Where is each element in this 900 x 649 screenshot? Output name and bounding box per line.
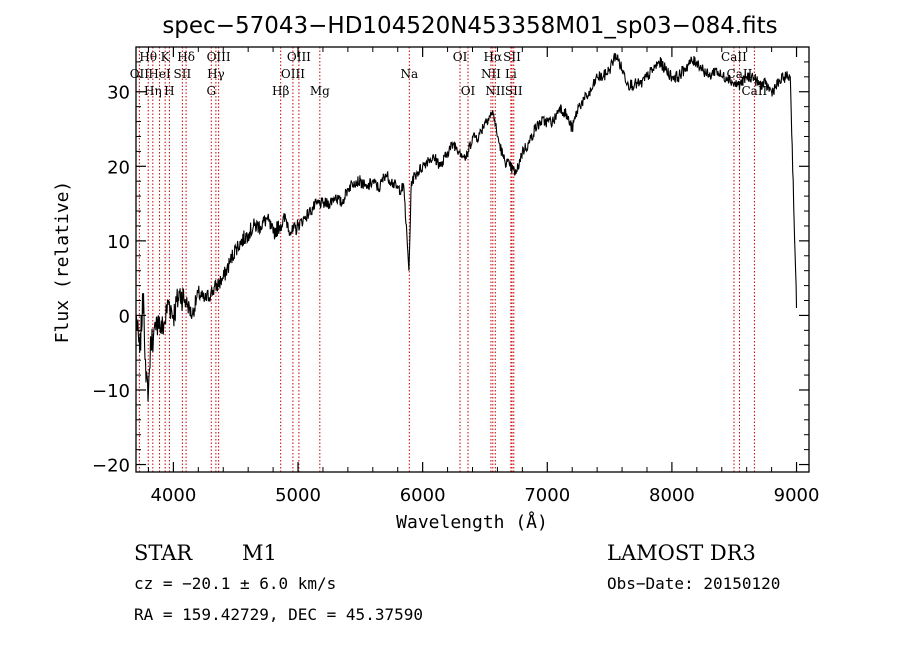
x-tick-label: 4000 [150,485,196,506]
spectral-line-label: HeI [148,67,171,81]
redshift-info: cz = −20.1 ± 6.0 km/s [134,574,336,593]
spectral-line-label: NII [485,84,505,98]
spectral-line-label: Hη [144,84,162,98]
spectral-line-label: Li [505,67,517,81]
spectral-line-label: NII [481,67,501,81]
spectral-line-label: K [161,50,171,64]
survey-name: LAMOST DR3 [607,541,756,565]
coordinates: RA = 159.42729, DEC = 45.37590 [134,605,423,624]
y-tick-label: 0 [119,306,130,327]
spectral-line-labels: HθOIIHηHeIKHSIIHδGHγOIIIHβOIIIOIIIMgNaOI… [130,50,768,98]
spectral-line-label: Mg [310,84,330,98]
observation-date: Obs−Date: 20150120 [607,574,780,593]
chart-title: spec−57043−HD104520N453358M01_sp03−084.f… [162,13,777,39]
object-subclass: M1 [242,541,277,565]
y-tick-label: 20 [107,157,130,178]
spectrum-line [135,52,798,402]
plot-frame [135,46,810,473]
spectral-line-label: SII [174,67,192,81]
spectral-line-label: OIII [281,67,305,81]
spectral-line-label: OIII [287,50,311,64]
spectral-line-label: SII [503,50,521,64]
x-tick-label: 8000 [649,485,695,506]
y-tick-label: 30 [107,83,130,104]
y-tick-label: −20 [92,456,130,477]
spectral-line-markers [138,47,755,472]
x-tick-label: 5000 [275,485,321,506]
spectral-line-label: CaII [721,50,747,64]
x-tick-label: 6000 [400,485,446,506]
x-axis-label: Wavelength (Å) [396,511,548,533]
spectral-line-label: OI [461,84,476,98]
spectral-line-label: Hα [484,50,503,64]
y-tick-label: −10 [92,381,130,402]
spectral-line-label: OI [453,50,468,64]
spectral-line-label: Na [400,67,418,81]
spectral-line-label: Hβ [272,84,289,98]
x-tick-label: 9000 [774,485,820,506]
spectral-line-label: OIII [207,50,231,64]
spectral-line-label: Hδ [177,50,195,64]
spectral-line-label: SII [505,84,523,98]
x-tick-label: 7000 [524,485,570,506]
spectral-line-label: H [164,84,174,98]
spectral-line-label: OII [130,67,150,81]
spectral-line-label: Hγ [207,67,225,81]
object-class: STAR [134,541,193,565]
y-tick-label: 10 [107,232,130,253]
axes: 4000 5000 6000 7000 8000 9000 −20 −10 0 10 20 30 [92,47,819,506]
y-axis-label: Flux (relative) [52,181,73,344]
spectral-line-label: G [206,84,216,98]
spectral-line-label: Hθ [139,50,157,64]
